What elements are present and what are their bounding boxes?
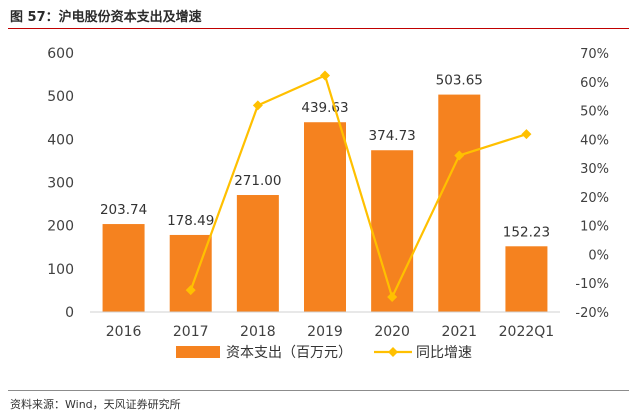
legend-line-marker (388, 347, 398, 357)
y-tick-label: 500 (47, 89, 74, 105)
bar (169, 234, 212, 312)
bar-value-label: 503.65 (436, 73, 483, 89)
growth-point (454, 150, 465, 161)
bar (505, 246, 548, 312)
y-tick-label: 200 (47, 219, 74, 235)
y2-tick-label: 20% (580, 191, 609, 206)
bar-value-label: 374.73 (369, 128, 416, 144)
bar-value-label: 152.23 (503, 224, 550, 240)
growth-point (185, 285, 196, 296)
x-tick-label: 2022Q1 (499, 324, 555, 340)
y-tick-label: 300 (47, 176, 74, 192)
chart-title: 图 57：沪电股份资本支出及增速 (10, 10, 202, 25)
y2-tick-label: -10% (575, 277, 609, 292)
y2-tick-label: -20% (575, 306, 609, 321)
x-tick-label: 2017 (173, 324, 209, 340)
y-tick-label: 400 (47, 132, 74, 148)
source-rule (8, 390, 629, 391)
y2-tick-label: 70% (580, 47, 609, 62)
x-tick-label: 2020 (374, 324, 410, 340)
bar-value-label: 439.63 (301, 100, 348, 116)
y-tick-label: 100 (47, 262, 74, 278)
x-tick-label: 2018 (240, 324, 276, 340)
y2-tick-label: 30% (580, 162, 609, 177)
bar (236, 195, 279, 312)
title-rule (8, 28, 629, 29)
y2-tick-label: 10% (580, 220, 609, 235)
bar (304, 122, 346, 313)
bar (371, 150, 414, 312)
y2-tick-label: 50% (580, 105, 609, 120)
x-tick-label: 2016 (106, 324, 142, 340)
legend-line-label: 同比增速 (416, 345, 472, 361)
bar-value-label: 203.74 (100, 202, 147, 218)
legend-bar-label: 资本支出（百万元） (226, 345, 352, 361)
growth-point (320, 70, 330, 81)
bar (102, 224, 145, 312)
x-tick-label: 2019 (307, 324, 343, 340)
y2-tick-label: 60% (580, 76, 609, 91)
source-note: 资料来源：Wind，天风证券研究所 (10, 398, 181, 411)
y2-tick-label: 40% (580, 133, 609, 148)
bar-value-label: 271.00 (234, 173, 281, 189)
y-tick-label: 0 (65, 305, 74, 321)
y-tick-label: 600 (47, 46, 74, 62)
y2-tick-label: 0% (588, 248, 609, 263)
legend-bar-swatch (176, 346, 220, 358)
growth-point (521, 129, 532, 140)
bar-value-label: 178.49 (167, 213, 214, 229)
growth-point (387, 292, 398, 303)
chart: 0 100 200 300 400 500 600 -20% -10% 0% 10% 20% 30% 40… (47, 46, 609, 361)
bar (438, 94, 481, 312)
growth-point (252, 100, 263, 111)
growth-line (189, 74, 527, 299)
x-tick-label: 2021 (441, 324, 477, 340)
